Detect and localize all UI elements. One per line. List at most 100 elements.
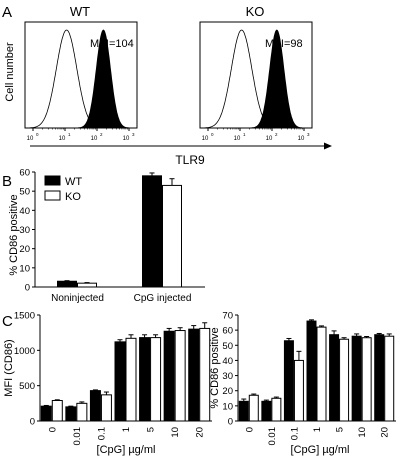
histogram-ko-annotation: MFI=98 (265, 38, 303, 50)
bar-ko (51, 400, 63, 422)
x-tick-power: 1 (68, 132, 71, 137)
bar-ko (100, 394, 112, 422)
y-tick-label: 40 (222, 356, 233, 367)
legend-label-ko: KO (65, 191, 81, 203)
legend-swatch-ko (44, 190, 61, 201)
x-tick-label: 0.01 (267, 427, 278, 446)
chart-c-left-xlabel: [CpG] µg/ml (97, 444, 156, 456)
x-tick-label: 10 (266, 136, 273, 142)
histogram-ylabel: Cell number (4, 42, 16, 102)
bar-wt (57, 280, 77, 288)
y-tick-label: 0 (25, 283, 30, 294)
x-tick-label: 10 (298, 136, 305, 142)
y-tick-label: 1000 (14, 346, 35, 357)
x-tick-label: 10 (91, 136, 98, 142)
bar-wt (139, 337, 151, 422)
y-tick-label: 1500 (14, 311, 35, 322)
bar-wt (114, 341, 126, 422)
panel-label-b: B (2, 173, 12, 190)
x-tick-label: 20 (380, 427, 391, 438)
y-tick-label: 20 (222, 386, 233, 397)
y-tick-label: 70 (222, 311, 233, 322)
bar-ko (361, 337, 372, 422)
bar-ko (162, 184, 182, 288)
x-tick-label: 0 (244, 427, 255, 432)
y-tick-label: 30 (19, 225, 30, 236)
bar-wt (142, 175, 162, 288)
legend-swatch-wt (44, 175, 61, 186)
x-tick-label: CpG injected (134, 293, 192, 304)
x-tick-label: 10 (357, 427, 368, 438)
x-tick-label: 5 (146, 427, 157, 432)
chart-c-right: 0 10 20 30 40 50 60 70 0 0.01 0.1 1 5 10 20 (222, 311, 396, 446)
chart-c-left-ylabel: MFI (CD86) (3, 339, 15, 396)
y-tick-label: 0 (228, 417, 233, 428)
bar-ko (339, 338, 350, 422)
x-tick-label: 10 (170, 427, 181, 438)
y-tick-label: 20 (19, 244, 30, 255)
y-tick-label: 500 (19, 381, 35, 392)
bar-ko (150, 337, 162, 422)
y-tick-label: 60 (19, 168, 30, 179)
bar-ko (316, 326, 327, 422)
histogram-wt-title: WT (70, 4, 90, 19)
x-tick-label: 5 (335, 427, 346, 432)
histogram-stain-curve (65, 29, 137, 129)
x-tick-label: 10 (202, 136, 209, 142)
x-tick-label: 1 (312, 427, 323, 432)
bar-wt (261, 400, 272, 422)
bar-ko (174, 330, 186, 422)
bar-wt (306, 320, 317, 422)
bar-wt (188, 328, 200, 422)
histogram-ko-title: KO (246, 4, 265, 19)
x-tick-power: 3 (307, 132, 310, 137)
bar-ko (248, 394, 259, 422)
x-tick-power: 0 (211, 132, 214, 137)
bar-wt (283, 340, 294, 422)
y-tick-label: 50 (222, 341, 233, 352)
y-tick-label: 60 (222, 326, 233, 337)
bar-wt (163, 330, 175, 422)
x-tick-label: 10 (59, 136, 66, 142)
chart-c-left: 0 500 1000 1500 0 0.01 0.1 1 5 10 20 (14, 311, 212, 446)
bar-wt (65, 406, 77, 422)
tlr9-arrow-head (324, 142, 332, 150)
x-tick-label: 0.1 (96, 427, 107, 440)
chart-b: 0 10 20 30 40 50 60 Noninjected CpG injected WT KO (19, 168, 205, 304)
panel-label-c: C (2, 313, 13, 330)
panel-label-a: A (2, 4, 12, 21)
chart-c-right-xlabel: [CpG] µg/ml (291, 444, 350, 456)
x-tick-label: 1 (121, 427, 132, 432)
y-tick-label: 10 (19, 263, 30, 274)
x-tick-power: 3 (132, 132, 135, 137)
bar-wt (351, 335, 362, 422)
bar-wt (374, 334, 385, 422)
bar-ko (125, 337, 137, 422)
x-tick-label: 10 (27, 136, 34, 142)
histogram-xlabel: TLR9 (175, 153, 205, 167)
y-tick-label: 30 (222, 371, 233, 382)
x-tick-label: 10 (234, 136, 241, 142)
y-tick-label: 40 (19, 206, 30, 217)
x-tick-power: 2 (100, 132, 103, 137)
histogram-stain-curve (238, 29, 312, 129)
bar-ko (77, 282, 97, 288)
chart-b-ylabel: % CD86 positive (8, 194, 20, 275)
bar-ko (271, 397, 282, 422)
y-tick-label: 50 (19, 187, 30, 198)
bar-wt (40, 405, 52, 422)
x-tick-label: 0 (47, 427, 58, 432)
y-tick-label: 0 (30, 417, 35, 428)
x-tick-power: 2 (275, 132, 278, 137)
chart-c-right-ylabel: % CD86 positive (209, 327, 221, 408)
bar-wt (89, 390, 101, 422)
x-tick-label: 0.01 (72, 427, 83, 446)
x-tick-label: 0.1 (289, 427, 300, 440)
legend-label-wt: WT (65, 176, 82, 188)
histogram-wt-annotation: MFI=104 (90, 38, 134, 50)
x-tick-label: Noninjected (51, 293, 104, 304)
bar-wt (329, 334, 340, 422)
